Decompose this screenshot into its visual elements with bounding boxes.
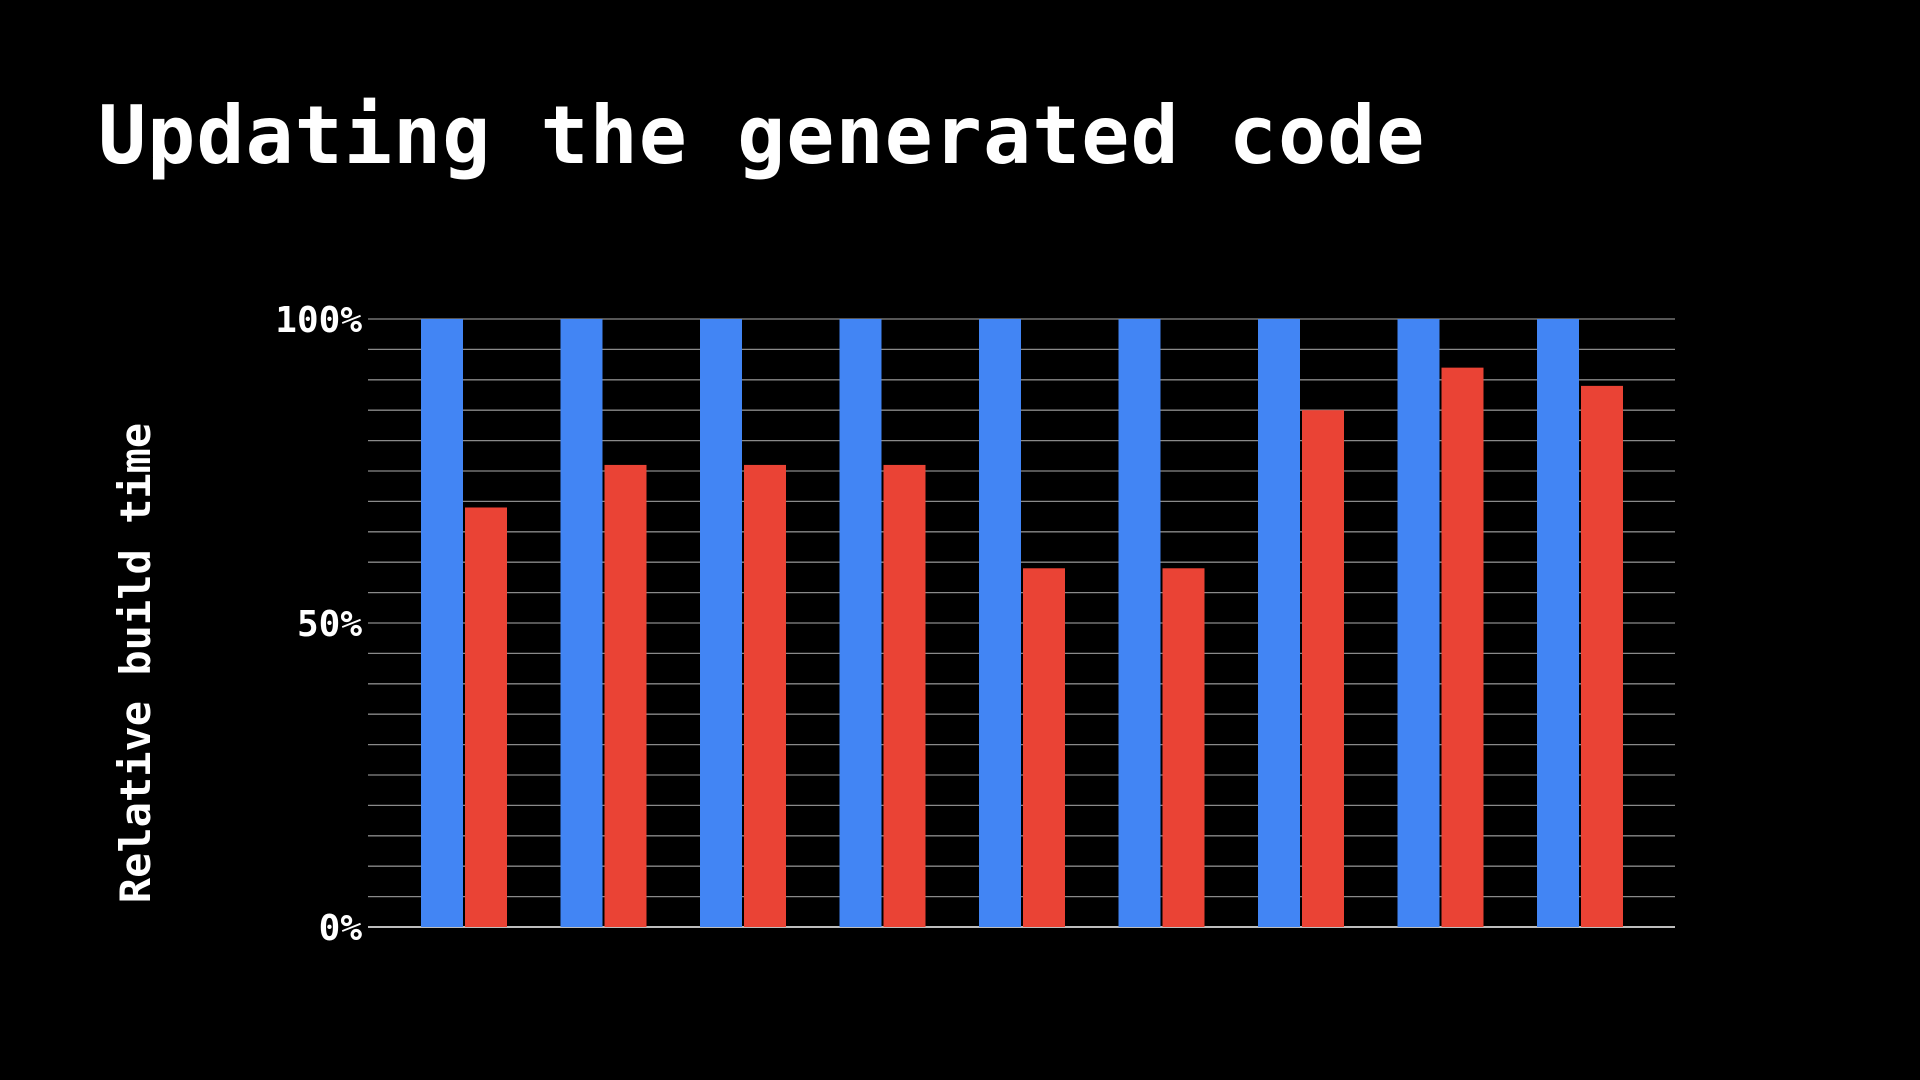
y-tick-label: 100% [275,300,362,341]
bar-series-2-group-7 [1302,410,1344,927]
bar-series-2-group-5 [1023,568,1065,927]
slide-title: Updating the generated code [98,89,1426,182]
bar-series-2-group-9 [1581,385,1623,927]
bar-series-1-group-4 [839,319,882,927]
bar-series-1-group-9 [1537,319,1579,927]
bar-series-1-group-8 [1397,319,1440,927]
bar-series-2-group-3 [744,464,786,927]
y-axis-ticks: 0% 50% 100% [275,300,362,949]
bar-series-2-group-1 [465,507,507,927]
bar-series-1-group-3 [700,319,742,927]
bar-series-1-group-1 [421,319,463,927]
y-tick-label: 50% [297,604,362,645]
bar-series-1-group-2 [560,319,603,927]
bar-series-1-group-7 [1258,319,1300,927]
bar-series-1-group-6 [1118,319,1161,927]
bars [421,319,1623,927]
bar-series-2-group-6 [1162,568,1205,927]
bar-series-2-group-8 [1441,367,1484,927]
bar-series-2-group-2 [604,464,647,927]
bar-series-2-group-4 [883,464,926,927]
y-tick-label: 0% [319,908,363,949]
y-axis-label: Relative build time [111,423,160,903]
bar-series-1-group-5 [979,319,1021,927]
